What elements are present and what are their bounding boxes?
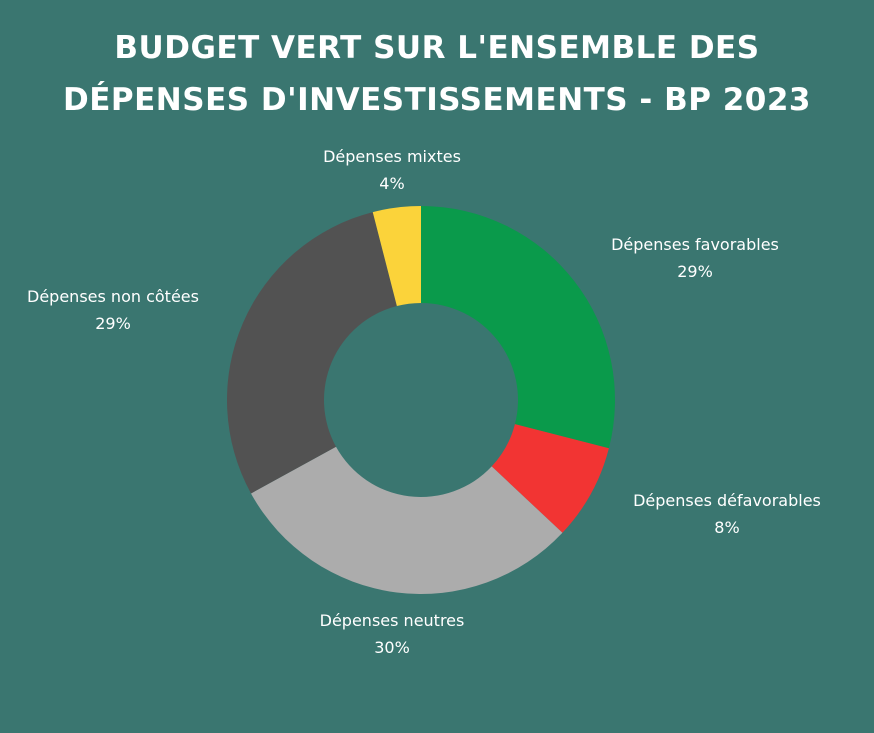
slice-depenses-non-cotees [227, 212, 397, 494]
slice-depenses-defavorables [491, 424, 609, 533]
label-depenses-non-cotees: Dépenses non côtées 29% [8, 283, 218, 337]
label-depenses-neutres-value: 30% [374, 638, 410, 657]
slice-depenses-favorables [421, 206, 615, 449]
label-depenses-neutres: Dépenses neutres 30% [292, 607, 492, 661]
slice-depenses-mixtes [372, 206, 421, 307]
chart-title-line-1: BUDGET VERT SUR L'ENSEMBLE DES [114, 30, 760, 66]
label-depenses-defavorables-name: Dépenses défavorables [633, 491, 821, 510]
label-depenses-defavorables: Dépenses défavorables 8% [616, 487, 838, 541]
label-depenses-non-cotees-name: Dépenses non côtées [27, 287, 199, 306]
chart-title-line-2: DÉPENSES D'INVESTISSEMENTS - BP 2023 [63, 82, 811, 118]
label-depenses-mixtes-value: 4% [379, 174, 405, 193]
label-depenses-mixtes-name: Dépenses mixtes [323, 147, 461, 166]
label-depenses-mixtes: Dépenses mixtes 4% [292, 143, 492, 197]
label-depenses-favorables-value: 29% [677, 262, 713, 281]
chart-title: BUDGET VERT SUR L'ENSEMBLE DES DÉPENSES … [0, 22, 874, 126]
label-depenses-defavorables-value: 8% [714, 518, 740, 537]
label-depenses-favorables-name: Dépenses favorables [611, 235, 779, 254]
label-depenses-favorables: Dépenses favorables 29% [595, 231, 795, 285]
label-depenses-non-cotees-value: 29% [95, 314, 131, 333]
slice-depenses-neutres [250, 446, 563, 594]
label-depenses-neutres-name: Dépenses neutres [319, 611, 465, 630]
